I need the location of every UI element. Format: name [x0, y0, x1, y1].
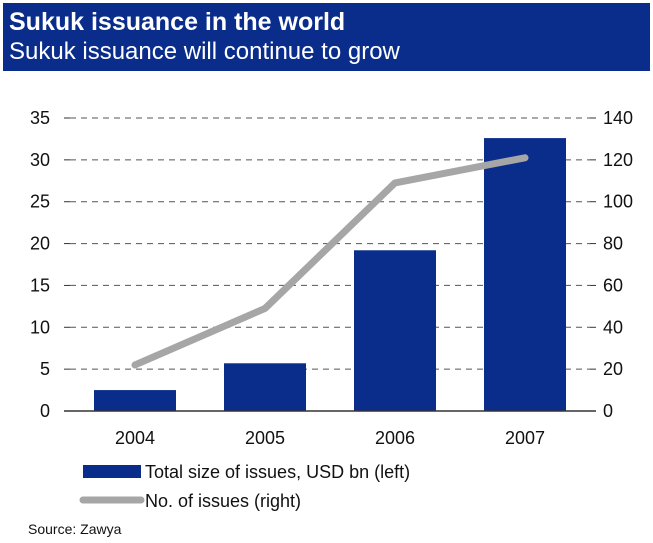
y-left-axis: 0 5 10 15 20 25 30 35 — [30, 108, 70, 421]
chart-header: Sukuk issuance in the world Sukuk issuan… — [3, 3, 650, 71]
x-tick-label: 2004 — [115, 428, 155, 448]
y-left-tick-label: 25 — [30, 192, 50, 212]
bar — [224, 363, 306, 411]
line-series — [131, 154, 529, 369]
x-axis: 2004 2005 2006 2007 — [115, 428, 545, 448]
x-tick-label: 2005 — [245, 428, 285, 448]
bar — [354, 250, 436, 411]
chart-subtitle: Sukuk issuance will continue to grow — [9, 38, 400, 65]
bar — [484, 138, 566, 411]
y-right-tick-label: 20 — [603, 359, 623, 379]
bars — [94, 138, 566, 411]
legend-line-label: No. of issues (right) — [145, 491, 301, 511]
y-left-tick-label: 15 — [30, 275, 50, 295]
bar — [94, 390, 176, 411]
y-left-tick-label: 20 — [30, 234, 50, 254]
y-right-tick-label: 60 — [603, 275, 623, 295]
y-right-tick-label: 140 — [603, 108, 633, 128]
legend-bar-label: Total size of issues, USD bn (left) — [145, 462, 410, 482]
x-tick-label: 2006 — [375, 428, 415, 448]
y-left-tick-label: 10 — [30, 317, 50, 337]
legend-bar-swatch — [83, 465, 141, 478]
y-right-tick-label: 40 — [603, 317, 623, 337]
y-right-axis: 0 20 40 60 80 100 120 140 — [590, 108, 633, 421]
y-left-tick-label: 35 — [30, 108, 50, 128]
line-series-path — [131, 154, 529, 369]
y-left-tick-label: 5 — [40, 359, 50, 379]
y-right-tick-label: 0 — [603, 401, 613, 421]
y-right-tick-label: 100 — [603, 192, 633, 212]
x-tick-label: 2007 — [505, 428, 545, 448]
y-left-tick-label: 30 — [30, 150, 50, 170]
y-right-tick-label: 120 — [603, 150, 633, 170]
source-note: Source: Zawya — [28, 521, 122, 537]
y-right-tick-label: 80 — [603, 234, 623, 254]
legend: Total size of issues, USD bn (left) No. o… — [79, 462, 410, 511]
y-left-tick-label: 0 — [40, 401, 50, 421]
chart-title: Sukuk issuance in the world — [9, 8, 346, 36]
